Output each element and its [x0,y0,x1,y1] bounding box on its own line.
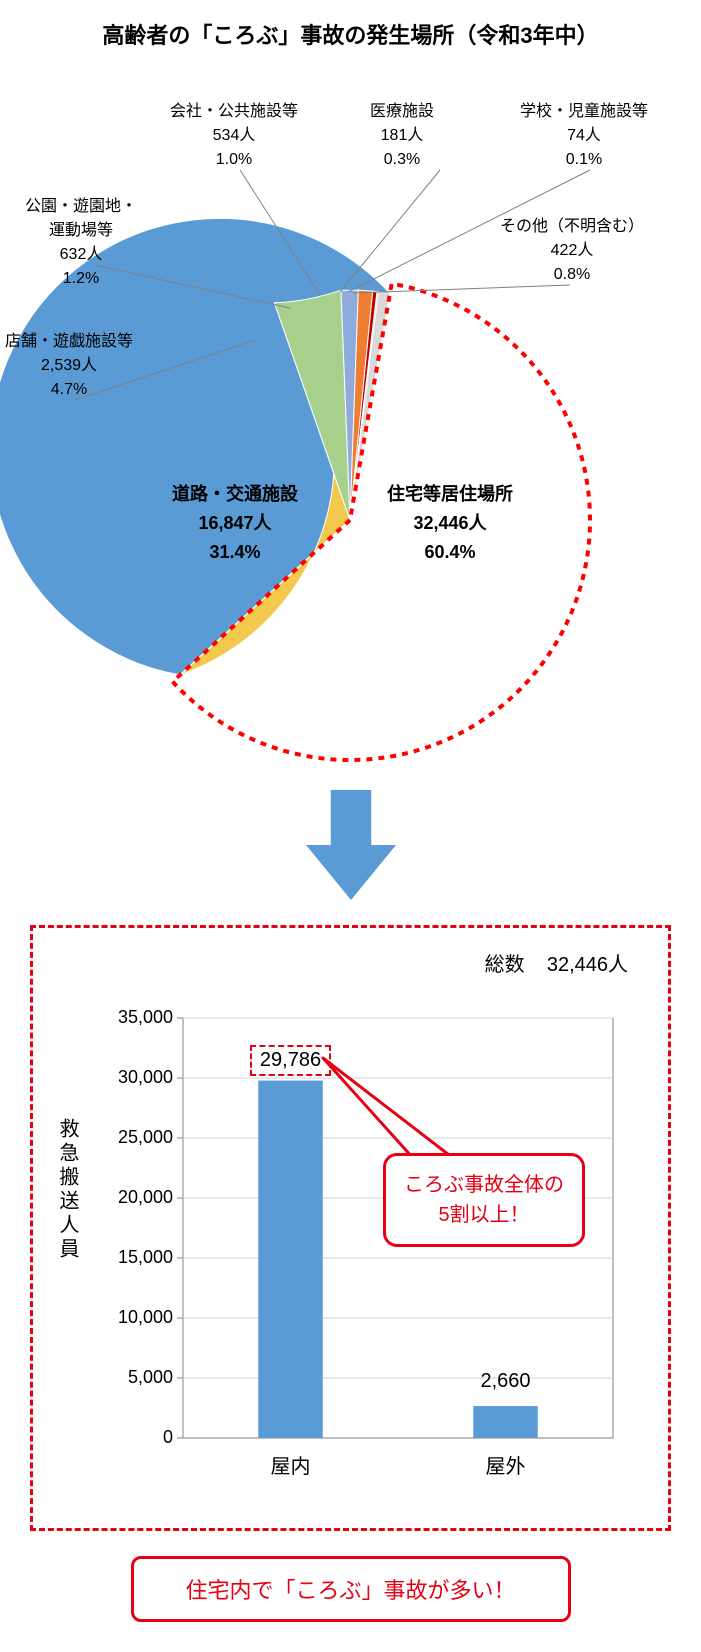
pie-inner-label-road: 道路・交通施設16,847人31.4% [145,480,325,566]
bar-ytick: 0 [103,1427,173,1448]
pie-label-count: 2,539人 [5,354,133,378]
bar-ytick: 10,000 [103,1307,173,1328]
pie-label-count: 181人 [370,124,434,148]
bar-callout: ころぶ事故全体の5割以上！ [383,1153,585,1247]
pie-label-name: 会社・公共施設等 [170,100,298,124]
pie-label-count: 632人 [25,243,137,267]
pie-label-company: 会社・公共施設等534人1.0% [170,100,298,172]
bar-ytick: 30,000 [103,1067,173,1088]
pie-label-count: 534人 [170,124,298,148]
pie-label-name: 学校・児童施設等 [520,100,648,124]
bar-value-boxed: 29,786 [250,1045,331,1076]
bar-callout-line2: 5割以上！ [404,1200,564,1230]
pie-label-other: その他（不明含む）422人0.8% [500,215,644,287]
pie-label-count: 74人 [520,124,648,148]
pie-inner-pct: 31.4% [145,538,325,567]
bar-total: 総数 32,446人 [485,948,628,977]
bar-ytick: 20,000 [103,1187,173,1208]
pie-label-store: 店舗・遊戯施設等2,539人4.7% [5,330,133,402]
bar-total-value: 32,446人 [547,954,628,976]
bar-chart-frame: 総数 32,446人 救急搬送人員 05,00010,00015,00020,0… [30,925,671,1531]
bar-xcat: 屋内 [251,1450,331,1479]
pie-label-pct: 0.3% [370,148,434,172]
pie-label-name: 店舗・遊戯施設等 [5,330,133,354]
pie-label-name: その他（不明含む） [500,215,644,239]
bar-屋外 [473,1406,538,1438]
pie-label-count: 422人 [500,239,644,263]
bar-ytick: 5,000 [103,1367,173,1388]
infographic-root: 高齢者の「ころぶ」事故の発生場所（令和3年中） 店舗・遊戯施設等2,539人4.… [0,0,701,1622]
arrow-path [306,790,396,900]
pie-chart-area: 店舗・遊戯施設等2,539人4.7% 公園・遊園地・運動場等632人1.2% 会社・… [0,60,701,780]
pie-inner-name: 道路・交通施設 [145,480,325,509]
bar-屋内 [258,1081,323,1438]
bar-xcat: 屋外 [466,1450,546,1479]
bar-value-label: 2,660 [451,1370,561,1393]
pie-label-pct: 1.2% [25,267,137,291]
bar-ytick: 15,000 [103,1247,173,1268]
pie-label-school: 学校・児童施設等74人0.1% [520,100,648,172]
page-title: 高齢者の「ころぶ」事故の発生場所（令和3年中） [0,0,701,60]
bar-ytick: 25,000 [103,1127,173,1148]
pie-label-name: 医療施設 [370,100,434,124]
arrow-down [0,780,701,925]
pie-label-pct: 0.1% [520,148,648,172]
pie-label-name: 公園・遊園地・運動場等 [25,195,137,243]
bar-callout-line1: ころぶ事故全体の [404,1170,564,1200]
pie-inner-label-home: 住宅等居住場所32,446人60.4% [360,480,540,566]
pie-inner-pct: 60.4% [360,538,540,567]
bar-total-label: 総数 [485,954,525,976]
pie-label-pct: 0.8% [500,263,644,287]
pie-label-pct: 4.7% [5,378,133,402]
pie-label-pct: 1.0% [170,148,298,172]
bar-value-label: 29,786 [236,1045,346,1076]
bar-chart-area: 救急搬送人員 05,00010,00015,00020,00025,00030,… [53,978,648,1498]
pie-inner-count: 32,446人 [360,509,540,538]
pie-label-park: 公園・遊園地・運動場等632人1.2% [25,195,137,291]
arrow-down-icon [306,790,396,900]
bottom-message: 住宅内で「ころぶ」事故が多い！ [131,1556,571,1622]
pie-inner-count: 16,847人 [145,509,325,538]
pie-label-medical: 医療施設181人0.3% [370,100,434,172]
pie-leader-medical [340,170,440,292]
bar-ytick: 35,000 [103,1007,173,1028]
pie-inner-name: 住宅等居住場所 [360,480,540,509]
